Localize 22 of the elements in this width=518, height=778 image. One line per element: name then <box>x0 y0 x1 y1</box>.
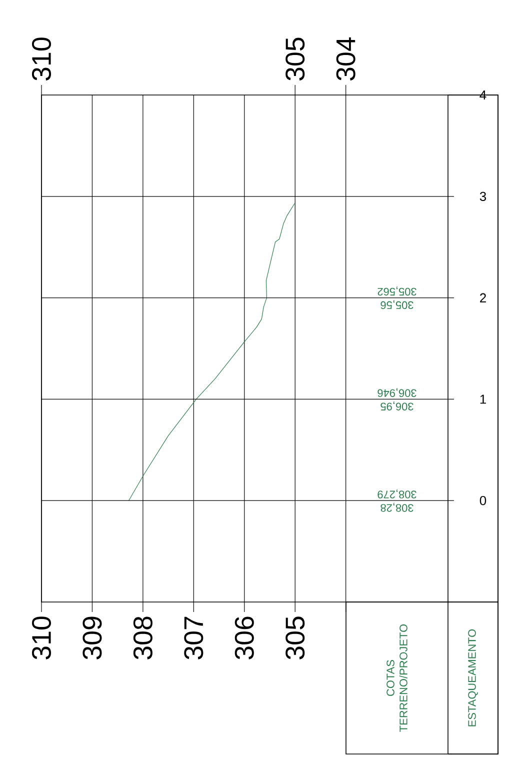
annotation: 306,946 <box>378 388 416 397</box>
y-tick-label: 3 <box>480 192 486 201</box>
annotation: 308,279 <box>378 489 416 498</box>
x-tick-label: 309 <box>82 616 102 660</box>
x2-tick-label: 305 <box>286 38 305 80</box>
x-tick-label: 308 <box>133 616 152 660</box>
line-series <box>128 203 295 501</box>
y-tick-label: 2 <box>480 293 486 302</box>
y-tick-label: 1 <box>480 394 486 404</box>
x2-tick-label: 304 <box>336 37 356 80</box>
x-tick-label: 307 <box>184 616 204 660</box>
annotation: 305,56 <box>380 300 414 310</box>
y-tick-label: 0 <box>480 496 486 506</box>
text: COTAS TERRENO/PROJETO <box>386 624 408 732</box>
x-tick-label: 306 <box>234 616 254 660</box>
x-tick-label: 310 <box>32 616 52 660</box>
x2-tick-label: 310 <box>32 38 52 80</box>
annotation: 305,562 <box>378 286 416 296</box>
text: ESTAQUEAMENTO <box>468 629 478 726</box>
annotation: 308,28 <box>380 502 414 512</box>
annotation: 306,95 <box>380 401 414 410</box>
x-tick-label: 305 <box>286 616 305 660</box>
